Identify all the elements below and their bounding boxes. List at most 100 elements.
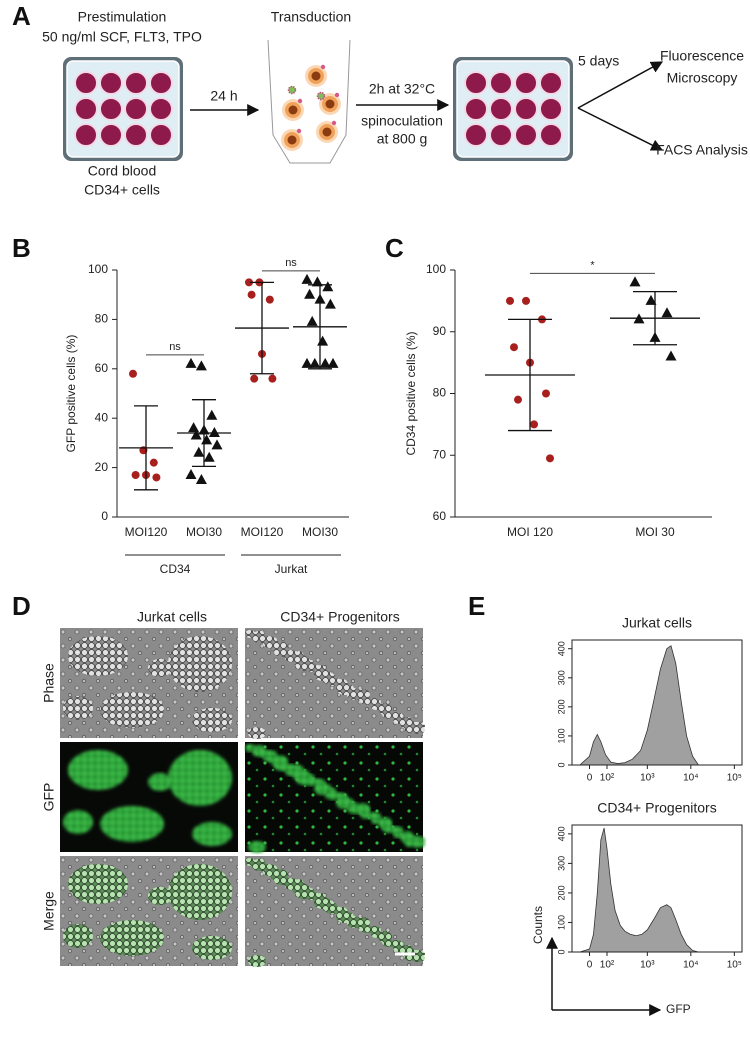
x-tick-label: MOI 30: [635, 525, 675, 539]
readout-label: Microscopy: [667, 70, 738, 86]
step-label: at 800 g: [377, 131, 428, 147]
y-axis-label: GFP positive cells (%): [64, 335, 78, 453]
y-tick-label: 0: [101, 509, 108, 523]
micrograph: [60, 742, 238, 852]
error-bar: [633, 290, 677, 346]
step-label: Prestimulation: [78, 9, 167, 25]
data-point: [185, 357, 197, 368]
step-label: 5 days: [578, 53, 619, 69]
y-tick-label: 70: [433, 447, 447, 461]
y-tick-label: 200: [556, 699, 566, 714]
cell-cluster: [327, 674, 337, 682]
cell-cluster: [327, 788, 337, 796]
data-point: [247, 290, 256, 299]
micrograph: [60, 856, 238, 966]
y-tick-label: 300: [556, 856, 566, 871]
significance-label: *: [590, 259, 595, 271]
column-label: Jurkat cells: [137, 609, 207, 625]
data-point: [645, 294, 657, 305]
cell-cluster: [367, 812, 381, 820]
data-point: [211, 439, 223, 450]
cell-cluster: [248, 727, 266, 739]
y-tick-label: 300: [556, 670, 566, 685]
x-tick-label: 10⁵: [727, 960, 742, 971]
x-tick-label: MOI30: [302, 525, 338, 539]
x-tick-label: MOI30: [186, 525, 222, 539]
chart-title: CD34+ Progenitors: [597, 800, 716, 816]
error-bar: [508, 318, 552, 432]
data-point: [522, 296, 530, 305]
cell-cluster: [248, 955, 266, 967]
y-tick-label: 400: [556, 826, 566, 841]
x-tick-label: MOI 120: [507, 525, 553, 539]
cell-cluster: [270, 755, 288, 767]
y-tick-label: 80: [433, 386, 447, 400]
cell-cluster: [338, 679, 348, 691]
data-point: [665, 350, 677, 361]
y-tick-label: 100: [426, 262, 446, 276]
arrow: [577, 61, 664, 109]
cell-cluster: [100, 692, 164, 728]
column-label: CD34+ Progenitors: [280, 609, 399, 625]
cell-cluster: [192, 708, 232, 732]
row-label: Merge: [41, 891, 57, 931]
panel-label: A: [12, 1, 31, 31]
cell-cluster: [294, 879, 304, 891]
histogram: [579, 827, 699, 953]
data-point: [306, 315, 318, 326]
data-point: [188, 422, 200, 433]
data-point: [265, 295, 274, 304]
data-point: [208, 427, 220, 438]
y-tick-label: 60: [433, 509, 447, 523]
cell-cluster: [259, 864, 277, 872]
readout-label: Fluorescence: [660, 48, 744, 64]
cell-cluster: [316, 665, 326, 677]
y-tick-label: 400: [556, 641, 566, 656]
x-tick-label: 10⁴: [683, 773, 698, 784]
cell-cluster: [168, 636, 232, 692]
cell-cluster: [100, 806, 164, 842]
data-point: [319, 357, 331, 368]
panel-label: B: [12, 233, 31, 263]
data-point: [530, 420, 538, 429]
row-label: GFP: [41, 783, 57, 812]
cell-cluster: [316, 893, 326, 905]
error-bar: [134, 405, 158, 491]
data-point: [661, 307, 673, 318]
cell-cluster: [168, 864, 232, 920]
data-point: [268, 374, 277, 383]
cell-cluster: [367, 926, 381, 934]
x-tick-label: 0: [587, 960, 593, 971]
cell-cluster: [378, 703, 392, 715]
significance-label: ns: [169, 341, 181, 353]
y-tick-label: 200: [556, 885, 566, 900]
cell-cluster: [389, 940, 403, 948]
cell-cluster: [63, 924, 93, 948]
group-label: CD34: [160, 562, 191, 576]
x-tick-label: MOI120: [125, 525, 168, 539]
error-bar: [308, 284, 332, 370]
cell-cluster: [407, 950, 425, 958]
error-bar: [250, 281, 274, 375]
data-point: [206, 409, 218, 420]
x-tick-label: 10⁵: [727, 773, 742, 784]
x-tick-label: 10³: [640, 773, 655, 784]
micrograph: [60, 628, 238, 738]
y-tick-label: 40: [95, 410, 109, 424]
cell-cluster: [378, 931, 392, 943]
micrograph: [245, 628, 425, 739]
x-tick-label: 10²: [600, 773, 615, 784]
panel-label: C: [385, 233, 404, 263]
x-tick-label: 10⁴: [683, 960, 698, 971]
cell-cluster: [192, 822, 232, 846]
data-point: [301, 357, 313, 368]
cell-cluster: [407, 722, 425, 730]
step-label: spinoculation: [361, 113, 443, 129]
cell-cluster: [63, 696, 93, 720]
plot-frame: [571, 824, 743, 953]
cell-cluster: [148, 773, 172, 791]
data-point: [546, 454, 554, 463]
cell-cluster: [294, 651, 304, 663]
y-tick-label: 60: [95, 361, 109, 375]
step-label: 24 h: [210, 88, 237, 104]
